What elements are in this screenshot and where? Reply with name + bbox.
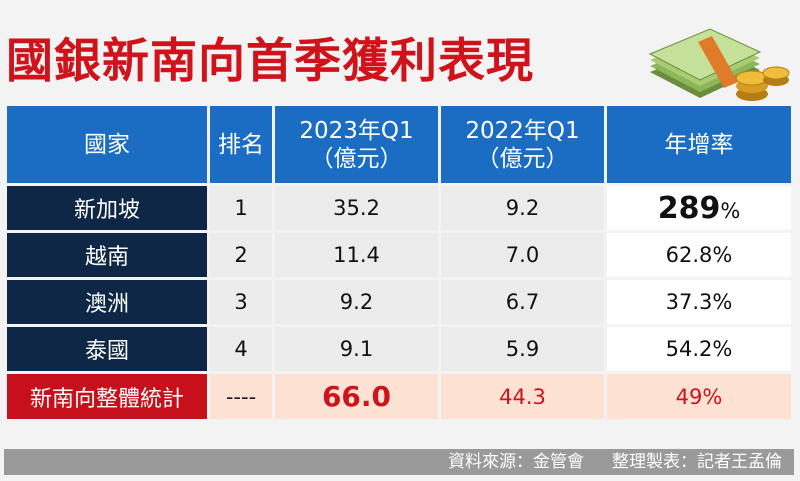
growth-cell: 54.2%: [607, 327, 791, 371]
page-title: 國銀新南向首季獲利表現: [6, 34, 534, 89]
header-2022-q1: 2022年Q1 （億元）: [441, 106, 604, 183]
table-row: 新加坡 1 35.2 9.2 289%: [7, 186, 791, 230]
editor-credit: 整理製表：記者王孟倫: [612, 452, 782, 472]
q1-2023-cell: 9.2: [275, 280, 438, 324]
money-stack-and-coins-icon: [648, 28, 790, 101]
country-cell: 新加坡: [7, 186, 207, 230]
q1-2022-cell: 5.9: [441, 327, 604, 371]
rank-cell: 3: [210, 280, 272, 324]
q1-2023-cell: 9.1: [275, 327, 438, 371]
header-country: 國家: [7, 106, 207, 183]
rank-cell: 2: [210, 233, 272, 277]
growth-cell: 289%: [607, 186, 791, 230]
total-q1-2023: 66.0: [275, 374, 438, 419]
country-cell: 越南: [7, 233, 207, 277]
total-rank: ----: [210, 374, 272, 419]
profit-table: 國家 排名 2023年Q1 （億元） 2022年Q1 （億元） 年增率 新加坡 1 …: [4, 103, 794, 422]
total-row: 新南向整體統計 ---- 66.0 44.3 49%: [7, 374, 791, 419]
growth-unit: %: [720, 198, 741, 223]
total-growth: 49%: [607, 374, 791, 419]
table-row: 越南 2 11.4 7.0 62.8%: [7, 233, 791, 277]
growth-cell: 62.8%: [607, 233, 791, 277]
total-q1-2022: 44.3: [441, 374, 604, 419]
rank-cell: 4: [210, 327, 272, 371]
footer-credits: 資料來源：金管會 整理製表：記者王孟倫: [4, 449, 794, 475]
source-credit: 資料來源：金管會: [448, 452, 584, 472]
table-header-row: 國家 排名 2023年Q1 （億元） 2022年Q1 （億元） 年增率: [7, 106, 791, 183]
q1-2023-cell: 11.4: [275, 233, 438, 277]
country-cell: 澳洲: [7, 280, 207, 324]
header-growth: 年增率: [607, 106, 791, 183]
q1-2022-cell: 6.7: [441, 280, 604, 324]
q1-2023-cell: 35.2: [275, 186, 438, 230]
header-2023-q1: 2023年Q1 （億元）: [275, 106, 438, 183]
table-row: 泰國 4 9.1 5.9 54.2%: [7, 327, 791, 371]
rank-cell: 1: [210, 186, 272, 230]
q1-2022-cell: 9.2: [441, 186, 604, 230]
country-cell: 泰國: [7, 327, 207, 371]
growth-value: 289: [657, 190, 721, 226]
header-rank: 排名: [210, 106, 272, 183]
table-row: 澳洲 3 9.2 6.7 37.3%: [7, 280, 791, 324]
total-label: 新南向整體統計: [7, 374, 207, 419]
q1-2022-cell: 7.0: [441, 233, 604, 277]
growth-cell: 37.3%: [607, 280, 791, 324]
